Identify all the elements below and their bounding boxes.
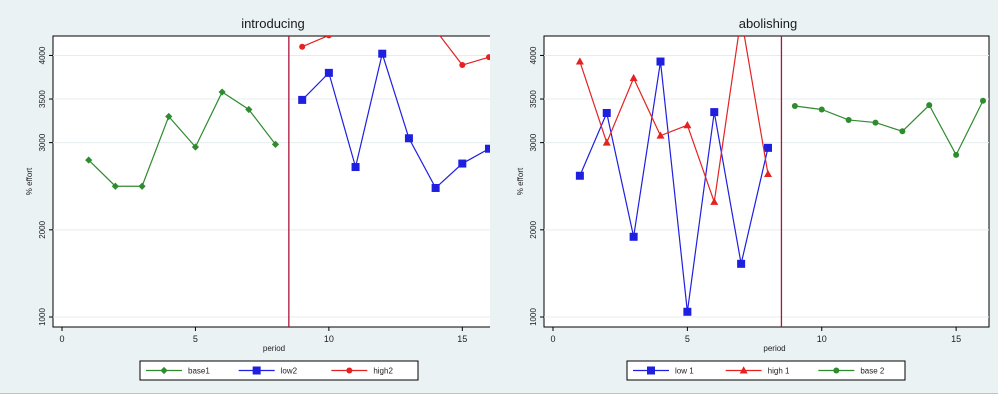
data-point [324,68,333,77]
x-axis-label: period [263,344,285,353]
series-line-2 [794,100,984,157]
legend-swatch-marker [833,367,840,374]
legend-swatch-marker [252,366,261,375]
data-point [298,95,307,104]
data-point [926,102,933,109]
data-point [485,144,490,153]
legend-swatch-marker [160,366,168,375]
data-point [872,119,879,126]
data-point [710,197,719,205]
legend-box [139,360,419,381]
data-point [325,36,332,39]
plot-area [543,35,990,328]
data-point [111,182,119,190]
data-point [245,105,253,114]
x-tick-label: 10 [817,334,827,344]
x-tick-label: 0 [59,334,64,344]
data-point [737,259,746,268]
data-point [433,27,439,33]
y-tick-label: 3500 [529,90,538,108]
chart-abolishing: abolishing 1000 2000 3000 3500 4000 0 5 10 15 peri… [516,16,990,381]
data-point [191,143,200,151]
y-tick-label: 3000 [529,133,538,151]
data-point [845,116,852,123]
y-tick-label: 4000 [529,46,538,64]
data-point [791,103,798,110]
data-point [710,108,719,117]
chart-panel-abolishing: abolishing 1000 2000 3000 3500 4000 0 5 10 15 peri… [490,0,998,392]
data-point [602,108,611,117]
chart-title: introducing [241,16,305,31]
y-tick-label: 3000 [38,133,47,151]
data-point [271,140,280,148]
y-tick-label: 2000 [38,220,47,238]
data-point [575,171,584,180]
series-line-1 [579,36,769,203]
data-point [299,43,306,50]
data-point [138,182,146,190]
data-point [486,54,490,61]
data-point [683,120,692,129]
bottom-divider [0,393,998,403]
series-line-0 [579,61,769,312]
x-axis-label: period [763,344,785,353]
legend-label: base 2 [860,367,885,376]
data-point [404,134,413,143]
legend-swatch-marker [346,367,353,374]
data-point [459,62,466,69]
y-tick-label: 3500 [38,90,47,108]
y-tick-label: 2000 [529,220,538,238]
x-tick-label: 10 [324,334,334,344]
y-axis-label: % effort [516,167,525,195]
legend-box [626,360,906,381]
chart-panel-introducing: introducing 1000 2000 3000 3500 4000 0 5 10 15 per… [0,0,490,392]
data-point [953,151,960,158]
x-tick-label: 5 [685,334,690,344]
data-point [351,163,360,172]
data-point [85,156,93,164]
y-tick-label: 4000 [38,46,47,64]
legend-label: high2 [373,367,393,376]
data-point [431,183,440,192]
data-point [379,20,385,26]
y-axis-label: % effort [25,167,34,195]
legend-label: low 1 [675,367,694,376]
data-point [899,128,906,135]
series-line-1 [301,51,490,189]
data-point [764,143,772,152]
data-point [656,57,665,66]
data-point [629,232,638,241]
series-line-2 [301,36,490,66]
series-line-0 [88,91,276,187]
series-group [85,20,490,192]
chart-introducing: introducing 1000 2000 3000 3500 4000 0 5 10 15 per… [25,16,490,381]
legend-label: low2 [281,367,298,376]
data-point [602,138,611,146]
data-point [378,49,387,58]
data-point [458,159,467,168]
y-tick-label: 1000 [529,308,538,326]
data-point [218,88,226,96]
x-tick-label: 15 [951,334,961,344]
y-tick-label: 1000 [38,308,47,326]
legend-swatch-marker [739,366,748,374]
x-tick-label: 15 [457,334,467,344]
data-point [764,169,772,178]
x-tick-label: 5 [193,334,198,344]
data-point [629,73,638,82]
data-point [818,106,825,113]
data-point [656,131,665,139]
chart-title: abolishing [739,16,798,31]
x-tick-label: 0 [550,334,555,344]
data-point [165,112,173,121]
data-point [683,307,692,316]
legend-label: base1 [188,367,210,376]
plot-area [52,35,490,328]
legend-swatch-marker [647,366,655,375]
data-point [980,97,986,104]
data-point [575,57,584,65]
series-group [575,36,986,316]
legend-label: high 1 [768,367,790,376]
